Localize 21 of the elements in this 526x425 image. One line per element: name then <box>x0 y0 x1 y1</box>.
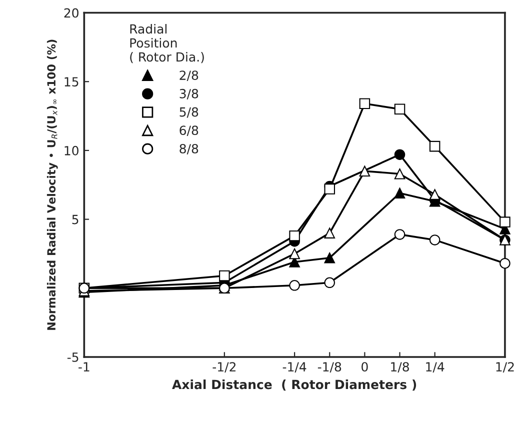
y-tick-label: 15 <box>64 77 78 87</box>
legend-label: 3/8 <box>180 88 198 100</box>
legend-title: Radial Position ( Rotor Dia.) <box>130 24 204 64</box>
legend-label: 6/8 <box>180 126 198 136</box>
y-axis-title: Normalized Radial Velocity • U$_{R}$/(U$_{x}$)$_{∞}$ x100 (%) <box>46 40 58 330</box>
x-axis-title: Axial Distance ( Rotor Diameters ) <box>172 380 416 391</box>
x-tick-label: -1/2 <box>212 362 236 373</box>
x-tick-label: -1/8 <box>318 362 342 373</box>
y-tick-label: -5 <box>67 352 78 362</box>
y-tick-label: 5 <box>72 214 78 224</box>
x-tick-label: 1/2 <box>496 362 514 373</box>
x-tick-label: 1/8 <box>391 362 409 373</box>
legend-label: 8/8 <box>180 144 198 154</box>
x-tick-label: 0 <box>362 362 368 372</box>
x-tick-label: -1/4 <box>282 362 306 373</box>
legend-label: 2/8 <box>180 70 198 81</box>
x-tick-label: 1/4 <box>426 362 444 373</box>
y-tick-label: 20 <box>64 8 78 18</box>
y-tick-label: 10 <box>64 146 78 156</box>
x-tick-label: -1 <box>78 362 90 372</box>
legend-label: 5/8 <box>180 107 198 118</box>
